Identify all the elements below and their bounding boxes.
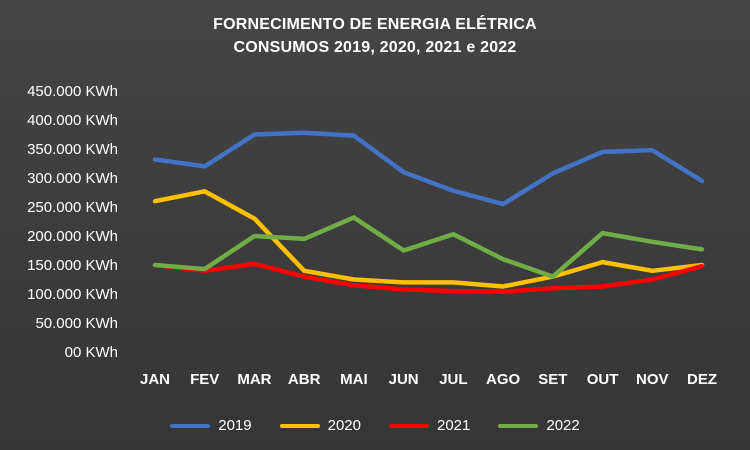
x-axis-tick-label: JAN (140, 371, 170, 388)
y-axis-tick-label: 00 KWh (65, 344, 118, 361)
legend-label-2022: 2022 (546, 417, 580, 434)
x-axis-tick-label: ABR (288, 371, 321, 388)
chart-title-line1: FORNECIMENTO DE ENERGIA ELÉTRICA (213, 16, 537, 33)
series-line-2020 (152, 189, 705, 289)
series-line-2022 (152, 215, 705, 279)
y-axis-tick-label: 200.000 KWh (27, 228, 118, 245)
legend-label-2020: 2020 (327, 417, 361, 434)
y-axis-tick-label: 450.000 KWh (27, 83, 118, 100)
x-axis-tick-label: OUT (587, 371, 619, 388)
legend-label-2019: 2019 (218, 417, 252, 434)
x-axis-tick-label: MAR (237, 371, 271, 388)
y-axis-tick-label: 400.000 KWh (27, 112, 118, 129)
series-line-2019 (152, 130, 705, 207)
x-axis-tick-label: JUL (439, 371, 467, 388)
y-axis-tick-label: 250.000 KWh (27, 199, 118, 216)
y-axis-tick-label: 100.000 KWh (27, 286, 118, 303)
x-axis-tick-label: MAI (340, 371, 368, 388)
y-axis-tick-label: 300.000 KWh (27, 170, 118, 187)
chart-legend: 2019 2020 2021 2022 (0, 417, 750, 434)
legend-item-2022: 2022 (498, 417, 580, 434)
x-axis-tick-label: FEV (190, 371, 219, 388)
x-axis-tick-label: AGO (486, 371, 521, 388)
legend-swatch-2021 (389, 423, 429, 428)
legend-label-2021: 2021 (437, 417, 471, 434)
legend-item-2019: 2019 (170, 417, 252, 434)
legend-item-2020: 2020 (279, 417, 361, 434)
chart-title-line2: CONSUMOS 2019, 2020, 2021 e 2022 (233, 39, 517, 56)
y-axis-tick-label: 50.000 KWh (35, 315, 118, 332)
chart-title: FORNECIMENTO DE ENERGIA ELÉTRICA CONSUMO… (0, 13, 750, 59)
x-axis-tick-label: NOV (636, 371, 669, 388)
x-axis-tick-label: SET (538, 371, 567, 388)
legend-swatch-2020 (279, 423, 320, 428)
legend-swatch-2019 (170, 423, 211, 428)
x-axis-tick-label: JUN (389, 371, 419, 388)
legend-item-2021: 2021 (389, 417, 470, 434)
legend-swatch-2022 (498, 423, 539, 428)
series-line-2021 (152, 261, 705, 294)
y-axis-tick-label: 150.000 KWh (27, 257, 118, 274)
y-axis-tick-label: 350.000 KWh (27, 141, 118, 158)
x-axis-tick-label: DEZ (687, 371, 717, 388)
